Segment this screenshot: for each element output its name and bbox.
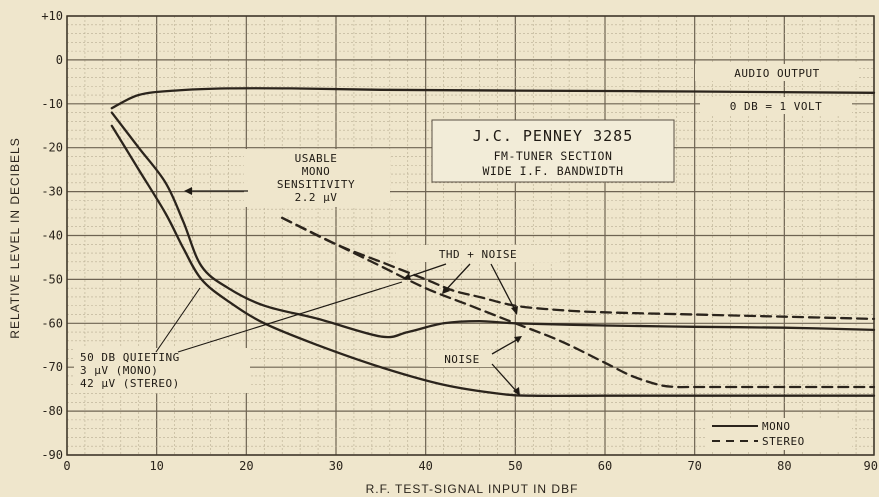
- quieting-line-1: 50 DB QUIETING: [80, 351, 180, 364]
- usable-line-1: USABLE: [295, 152, 338, 165]
- quieting-line-3: 42 μV (STEREO): [80, 377, 180, 390]
- x-tick-label: 90: [864, 459, 878, 473]
- usable-line-3: SENSITIVITY: [277, 178, 355, 191]
- legend-label-mono: MONO: [762, 420, 791, 433]
- zero-db-bg: [700, 97, 852, 114]
- series-line-1-mono: [110, 87, 876, 110]
- x-tick-label: 40: [418, 459, 432, 473]
- x-tick-label: 0: [63, 459, 70, 473]
- usable-bg: [244, 149, 390, 207]
- noise-annotation: NOISE: [428, 336, 522, 396]
- title-box-frame: [431, 119, 675, 183]
- chart-axes: [66, 15, 875, 456]
- quieting-line-2: 3 μV (MONO): [80, 364, 158, 377]
- title-line-2: FM-TUNER SECTION: [494, 149, 613, 163]
- thd-noise-annotation: THD + NOISE: [396, 245, 560, 315]
- x-tick-labels: 0 10 20 30 40 50 60 70 80 90: [63, 459, 878, 473]
- thd-arrowhead-left: [403, 273, 411, 280]
- x-tick-label: 80: [777, 459, 791, 473]
- noise-arrow-down: [491, 363, 519, 394]
- thd-arrowhead-mid: [442, 286, 450, 294]
- series-line-2-mono: [110, 111, 876, 339]
- y-tick-label: 0: [56, 53, 63, 67]
- noise-arrow-up: [491, 337, 521, 355]
- legend-label-stereo: STEREO: [762, 435, 805, 448]
- y-tick-label: -80: [41, 404, 63, 418]
- title-box: J.C. PENNEY 3285 FM-TUNER SECTION WIDE I…: [431, 119, 675, 183]
- usable-sensitivity-annotation: USABLE MONO SENSITIVITY 2.2 μV: [184, 149, 390, 207]
- y-tick-label: -50: [41, 272, 63, 286]
- legend-bg: [706, 418, 852, 450]
- y-tick-labels: +10 0 -10 -20 -30 -40 -50 -60 -70 -80 -90: [41, 9, 63, 462]
- chart-series: [110, 87, 876, 398]
- usable-line-4: 2.2 μV: [295, 191, 338, 204]
- zero-db-label: 0 DB = 1 VOLT: [730, 100, 823, 113]
- y-tick-label: -10: [41, 97, 63, 111]
- noise-arrowhead-up: [514, 336, 522, 343]
- y-tick-label: +10: [41, 9, 63, 23]
- thd-noise-label: THD + NOISE: [439, 248, 517, 261]
- x-tick-label: 70: [687, 459, 701, 473]
- thd-arrow-left: [404, 263, 447, 279]
- series-line-5-stereo: [281, 216, 876, 389]
- noise-label: NOISE: [444, 353, 480, 366]
- thd-arrow-mid: [443, 263, 471, 293]
- quieting-bg: [74, 348, 250, 393]
- x-tick-label: 30: [329, 459, 343, 473]
- y-tick-label: -60: [41, 316, 63, 330]
- x-tick-label: 50: [508, 459, 522, 473]
- noise-bg: [428, 350, 496, 367]
- usable-line-2: MONO: [302, 165, 331, 178]
- y-tick-label: -70: [41, 360, 63, 374]
- title-line-3: WIDE I.F. BANDWIDTH: [482, 164, 623, 178]
- usable-arrowhead: [184, 187, 192, 195]
- plot-frame: [66, 15, 875, 456]
- x-axis-label: R.F. TEST-SIGNAL INPUT IN DBF: [366, 482, 579, 496]
- quieting-arrow-mono: [155, 287, 201, 353]
- x-tick-label: 20: [239, 459, 253, 473]
- quieting-arrow-stereo: [177, 281, 403, 353]
- thd-arrowhead-right: [511, 306, 518, 315]
- y-axis-label: RELATIVE LEVEL IN DECIBELS: [8, 137, 22, 338]
- y-tick-label: -30: [41, 185, 63, 199]
- y-tick-label: -90: [41, 448, 63, 462]
- audio-output-label: AUDIO OUTPUT: [734, 67, 819, 80]
- quieting-annotation: 50 DB QUIETING 3 μV (MONO) 42 μV (STEREO…: [74, 281, 403, 393]
- x-tick-label: 10: [149, 459, 163, 473]
- legend: MONO STEREO: [706, 418, 852, 450]
- y-tick-label: -20: [41, 141, 63, 155]
- title-line-1: J.C. PENNEY 3285: [473, 127, 634, 145]
- y-tick-label: -40: [41, 229, 63, 243]
- noise-arrowhead-down: [513, 387, 520, 396]
- audio-output-annotation: AUDIO OUTPUT 0 DB = 1 VOLT: [695, 64, 859, 114]
- x-tick-label: 60: [598, 459, 612, 473]
- series-line-3-mono: [110, 124, 876, 398]
- series-line-4-stereo: [281, 216, 876, 321]
- audio-output-bg: [695, 64, 859, 81]
- thd-noise-bg: [396, 245, 560, 262]
- thd-arrow-right: [490, 263, 517, 313]
